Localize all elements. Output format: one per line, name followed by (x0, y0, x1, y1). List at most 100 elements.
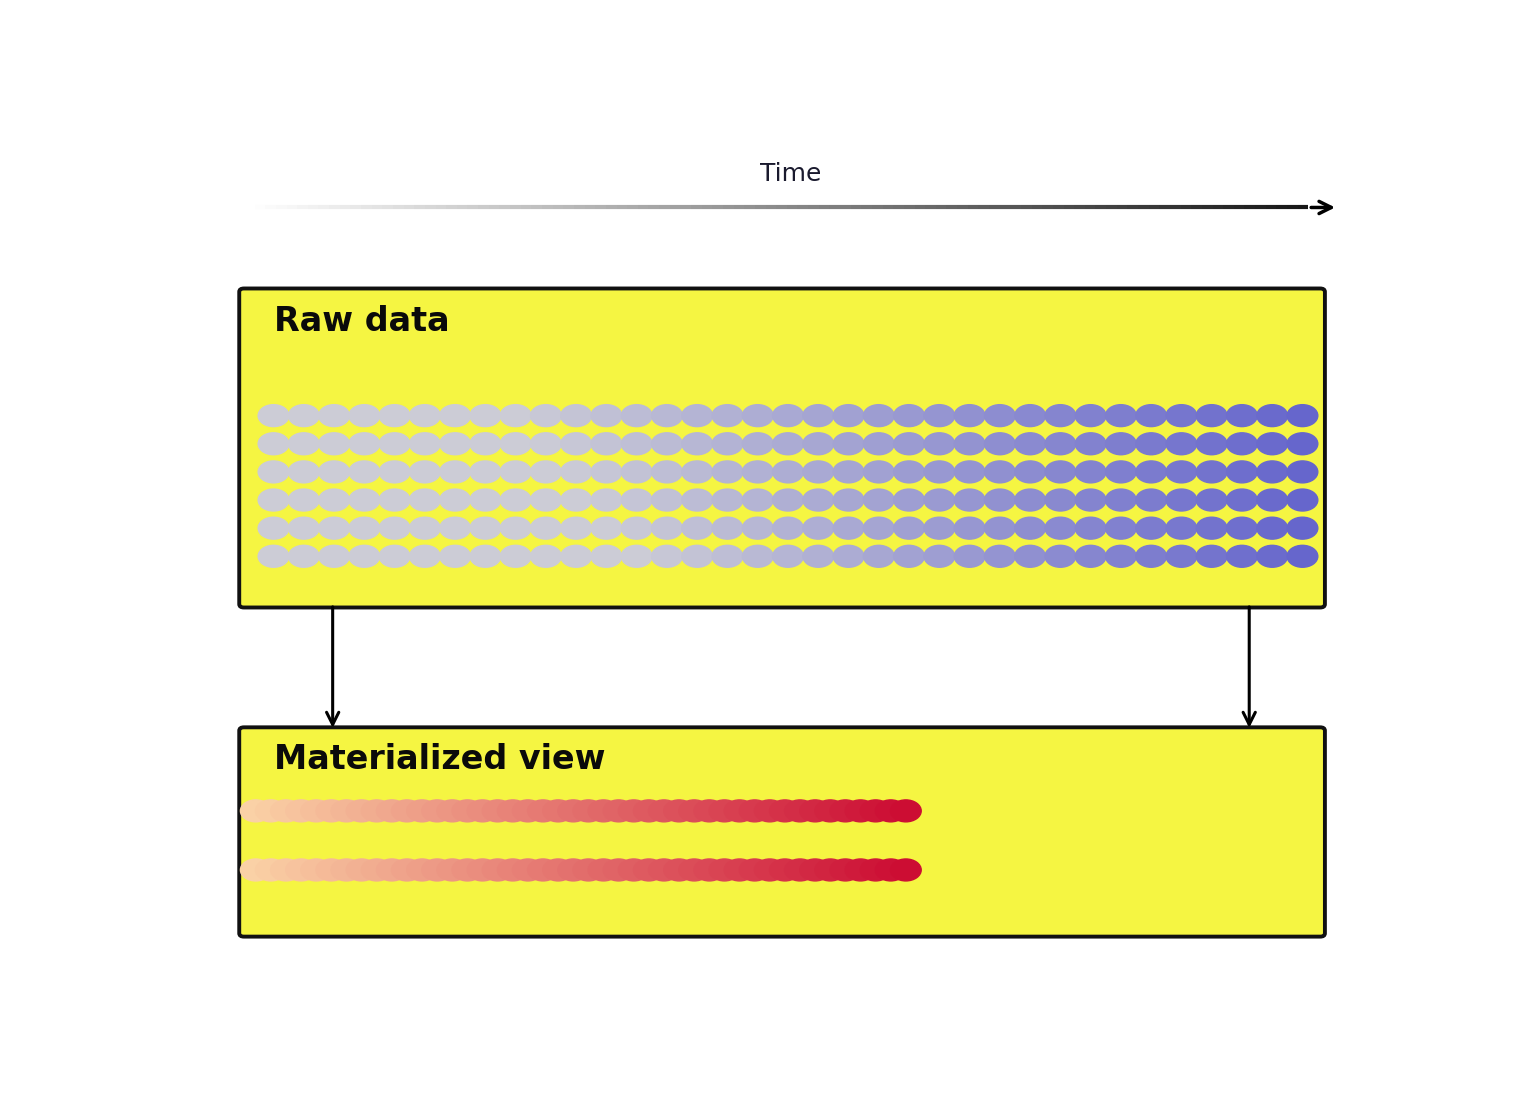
Circle shape (1045, 404, 1076, 426)
Circle shape (470, 404, 501, 426)
Circle shape (378, 404, 410, 426)
Circle shape (543, 859, 574, 881)
Circle shape (409, 433, 439, 455)
Circle shape (894, 433, 925, 455)
Circle shape (679, 800, 710, 822)
Circle shape (1076, 517, 1106, 539)
Circle shape (331, 800, 362, 822)
Circle shape (409, 461, 439, 483)
Circle shape (497, 859, 528, 881)
Circle shape (1286, 433, 1318, 455)
Circle shape (621, 404, 652, 426)
Circle shape (1015, 404, 1045, 426)
Circle shape (954, 489, 984, 511)
Circle shape (255, 800, 287, 822)
Circle shape (531, 517, 562, 539)
Circle shape (694, 859, 725, 881)
Circle shape (1015, 461, 1045, 483)
Circle shape (652, 517, 682, 539)
Circle shape (682, 546, 713, 568)
Circle shape (769, 800, 800, 822)
Circle shape (682, 517, 713, 539)
Circle shape (954, 404, 984, 426)
Circle shape (531, 546, 562, 568)
Circle shape (1105, 461, 1137, 483)
Circle shape (319, 461, 349, 483)
Text: Time: Time (760, 162, 821, 186)
Circle shape (954, 546, 984, 568)
Circle shape (421, 800, 453, 822)
Circle shape (288, 489, 319, 511)
FancyBboxPatch shape (240, 728, 1325, 937)
Circle shape (1105, 489, 1137, 511)
Circle shape (528, 859, 559, 881)
Circle shape (1076, 489, 1106, 511)
Circle shape (894, 404, 925, 426)
Circle shape (531, 461, 562, 483)
Circle shape (803, 517, 833, 539)
Circle shape (713, 546, 743, 568)
Circle shape (501, 433, 531, 455)
Circle shape (984, 404, 1015, 426)
Circle shape (815, 800, 845, 822)
Circle shape (679, 859, 710, 881)
Circle shape (407, 800, 438, 822)
Circle shape (1227, 517, 1257, 539)
Circle shape (346, 859, 377, 881)
Circle shape (439, 546, 470, 568)
Circle shape (1227, 404, 1257, 426)
Circle shape (362, 800, 392, 822)
Circle shape (560, 404, 592, 426)
Circle shape (694, 800, 725, 822)
Circle shape (362, 859, 392, 881)
Circle shape (891, 859, 922, 881)
Circle shape (378, 461, 410, 483)
Circle shape (725, 800, 755, 822)
Circle shape (845, 859, 876, 881)
Circle shape (319, 489, 349, 511)
Circle shape (288, 461, 319, 483)
Circle shape (772, 404, 803, 426)
Circle shape (1286, 489, 1318, 511)
Circle shape (409, 517, 439, 539)
Circle shape (713, 433, 743, 455)
Circle shape (572, 800, 604, 822)
Circle shape (803, 489, 833, 511)
Circle shape (984, 546, 1015, 568)
Circle shape (803, 404, 833, 426)
Circle shape (1257, 461, 1288, 483)
Circle shape (258, 461, 288, 483)
Circle shape (1105, 433, 1137, 455)
Circle shape (772, 546, 803, 568)
Circle shape (501, 517, 531, 539)
Circle shape (1135, 433, 1166, 455)
Circle shape (1166, 489, 1196, 511)
Circle shape (894, 489, 925, 511)
Circle shape (349, 489, 380, 511)
Circle shape (301, 859, 331, 881)
Circle shape (258, 489, 288, 511)
Circle shape (833, 546, 864, 568)
Circle shape (603, 859, 633, 881)
Circle shape (652, 404, 682, 426)
Circle shape (1286, 546, 1318, 568)
Circle shape (954, 517, 984, 539)
Circle shape (439, 517, 470, 539)
Circle shape (528, 800, 559, 822)
Circle shape (319, 433, 349, 455)
Circle shape (618, 800, 649, 822)
Circle shape (754, 859, 786, 881)
Circle shape (531, 404, 562, 426)
Circle shape (984, 433, 1015, 455)
Circle shape (1135, 461, 1166, 483)
Circle shape (1166, 433, 1196, 455)
Circle shape (497, 800, 528, 822)
Circle shape (621, 517, 652, 539)
Circle shape (923, 433, 955, 455)
Circle shape (894, 461, 925, 483)
Circle shape (772, 433, 803, 455)
Circle shape (285, 800, 316, 822)
Circle shape (984, 461, 1015, 483)
Circle shape (270, 859, 302, 881)
Circle shape (713, 461, 743, 483)
